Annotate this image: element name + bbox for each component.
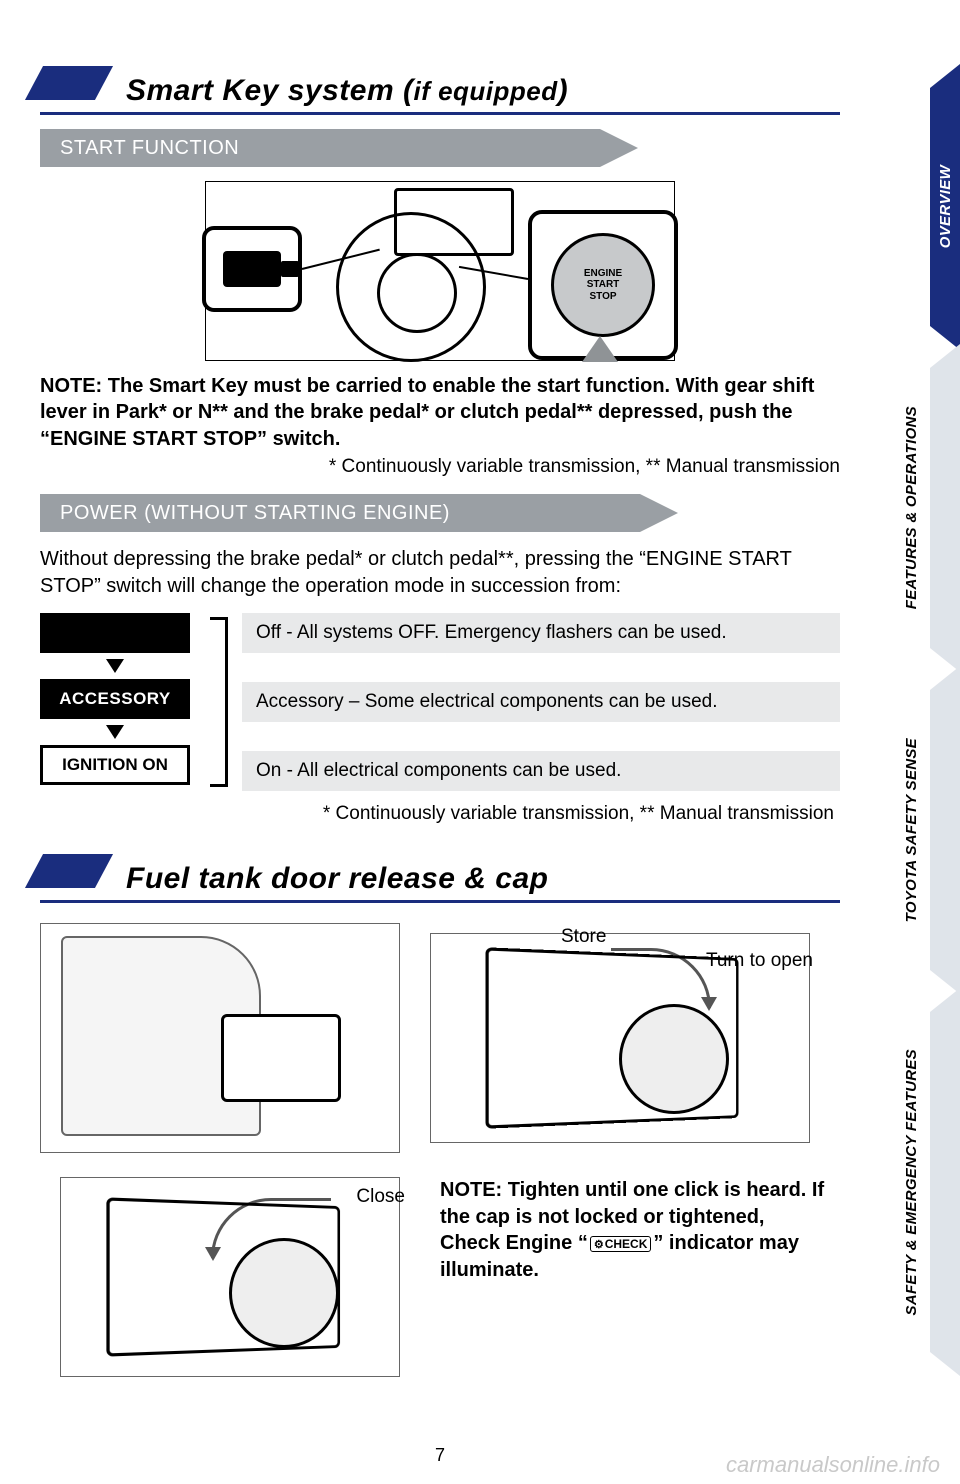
section-heading-fuel: Fuel tank door release & cap: [40, 854, 840, 896]
engine-btn-label: ENGINE START STOP: [584, 268, 622, 303]
tab-safety-emergency[interactable]: SAFETY & EMERGENCY FEATURES: [930, 1012, 960, 1352]
arrow-tip-icon: [600, 129, 638, 167]
dashboard-illustration: ENGINE START STOP: [205, 181, 675, 361]
start-function-note: NOTE: The Smart Key must be carried to e…: [40, 373, 840, 452]
power-intro-text: Without depressing the brake pedal* or c…: [40, 546, 840, 599]
mode-desc-accessory: Accessory – Some electrical components c…: [242, 682, 840, 722]
label-close: Close: [356, 1186, 405, 1208]
blue-parallelogram-icon: [25, 854, 113, 888]
press-arrow-icon: [582, 336, 618, 362]
down-arrow-icon: [106, 659, 124, 673]
fuel-door-release-illustration: [40, 923, 400, 1153]
tab-label: SAFETY & EMERGENCY FEATURES: [903, 1049, 920, 1315]
mode-box-ignition: IGNITION ON: [40, 745, 190, 785]
tab-label: TOYOTA SAFETY SENSE: [903, 738, 920, 922]
engine-start-stop-button-icon: ENGINE START STOP: [551, 233, 655, 337]
tab-toyota-safety-sense[interactable]: TOYOTA SAFETY SENSE: [930, 690, 960, 970]
mode-desc-on: On - All electrical components can be us…: [242, 751, 840, 791]
title-sub: if equipped: [413, 76, 557, 106]
check-engine-icon: CHECK: [590, 1236, 652, 1252]
fuel-cap-note: NOTE: Tighten until one click is heard. …: [440, 1177, 830, 1283]
tab-label: FEATURES & OPERATIONS: [903, 406, 920, 609]
key-icon: [223, 251, 281, 287]
transmission-footnote-2: * Continuously variable transmission, **…: [40, 801, 840, 826]
title-close: ): [558, 74, 569, 107]
blue-rule: [40, 900, 840, 903]
fuel-cap-open-illustration: Store Turn to open: [430, 933, 810, 1143]
blue-parallelogram-icon: [25, 66, 113, 100]
down-arrow-icon: [106, 725, 124, 739]
fuel-illustration-row: Store Turn to open: [40, 923, 840, 1153]
infotainment-screen-icon: [394, 188, 514, 256]
mode-desc-off: Off - All systems OFF. Emergency flasher…: [242, 613, 840, 653]
section-title: Fuel tank door release & cap: [126, 862, 548, 896]
tab-features-operations[interactable]: FEATURES & OPERATIONS: [930, 368, 960, 648]
label-store: Store: [561, 926, 606, 948]
arrow-tip-icon: [640, 494, 678, 532]
subheading-label: START FUNCTION: [40, 129, 600, 167]
mode-boxes: ACCESSORY IGNITION ON: [40, 613, 210, 791]
watermark: carmanualsonline.info: [726, 1452, 940, 1478]
section-title: Smart Key system (if equipped): [126, 74, 568, 108]
release-lever-callout-icon: [221, 1014, 341, 1102]
subheading-label: POWER (WITHOUT STARTING ENGINE): [40, 494, 640, 532]
mode-descriptions: Off - All systems OFF. Emergency flasher…: [210, 613, 840, 791]
fuel-cap-close-illustration: Close: [60, 1177, 400, 1377]
fuel-cap-icon: [229, 1238, 339, 1348]
mode-box-off: [40, 613, 190, 653]
bracket-icon: [210, 617, 228, 787]
tab-label: OVERVIEW: [937, 165, 954, 248]
section-heading-smartkey: Smart Key system (if equipped): [40, 66, 840, 108]
fuel-illustration-row-2: Close NOTE: Tighten until one click is h…: [40, 1177, 840, 1377]
transmission-footnote: * Continuously variable transmission, **…: [40, 456, 840, 478]
tab-overview[interactable]: OVERVIEW: [930, 88, 960, 326]
smart-key-callout: [202, 226, 302, 312]
side-tabs: OVERVIEW FEATURES & OPERATIONS TOYOTA SA…: [850, 0, 960, 1484]
mode-diagram: ACCESSORY IGNITION ON Off - All systems …: [40, 613, 840, 791]
subheading-power: POWER (WITHOUT STARTING ENGINE): [40, 494, 680, 532]
title-main: Smart Key system (: [126, 74, 413, 107]
fuel-cap-icon: [619, 1004, 729, 1114]
mode-box-accessory: ACCESSORY: [40, 679, 190, 719]
subheading-start-function: START FUNCTION: [40, 129, 640, 167]
blue-rule: [40, 112, 840, 115]
